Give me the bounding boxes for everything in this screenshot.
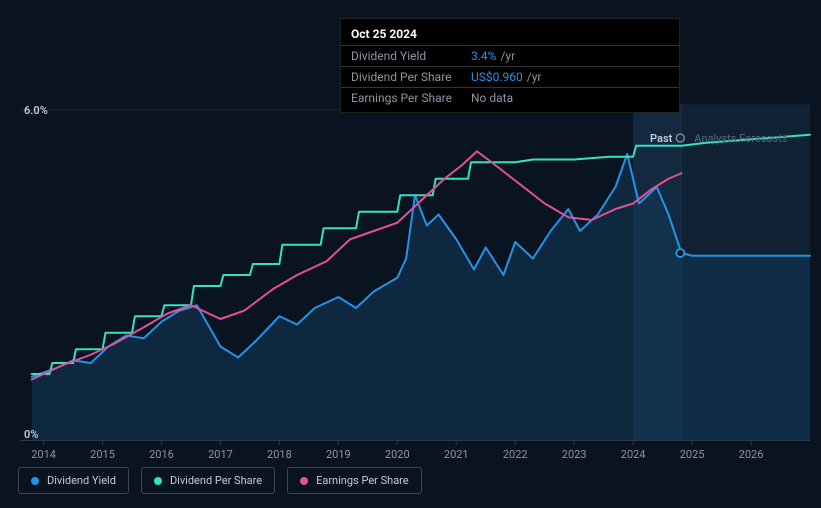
svg-text:Analysts Forecasts: Analysts Forecasts bbox=[694, 132, 788, 145]
legend-label: Earnings Per Share bbox=[316, 474, 409, 487]
svg-text:2023: 2023 bbox=[562, 448, 587, 461]
tooltip-value: US$0.960 bbox=[471, 70, 523, 84]
legend-swatch bbox=[31, 477, 39, 485]
chart-tooltip: Oct 25 2024 Dividend Yield3.4%/yrDividen… bbox=[340, 18, 680, 113]
svg-text:2019: 2019 bbox=[326, 448, 351, 461]
legend-swatch bbox=[300, 477, 308, 485]
svg-text:2021: 2021 bbox=[444, 448, 469, 461]
tooltip-row: Earnings Per ShareNo data bbox=[341, 87, 679, 108]
svg-text:2017: 2017 bbox=[208, 448, 233, 461]
tooltip-row: Dividend Per ShareUS$0.960/yr bbox=[341, 66, 679, 87]
tooltip-value: 3.4% bbox=[471, 49, 496, 63]
svg-text:0%: 0% bbox=[24, 428, 38, 441]
legend-swatch bbox=[154, 477, 162, 485]
svg-text:2022: 2022 bbox=[503, 448, 528, 461]
svg-text:2024: 2024 bbox=[621, 448, 646, 461]
legend-item-dps[interactable]: Dividend Per Share bbox=[141, 467, 275, 494]
svg-text:2026: 2026 bbox=[739, 448, 764, 461]
tooltip-label: Dividend Per Share bbox=[351, 70, 471, 84]
tooltip-date: Oct 25 2024 bbox=[341, 23, 679, 45]
legend-label: Dividend Per Share bbox=[170, 474, 262, 487]
tooltip-label: Dividend Yield bbox=[351, 49, 471, 63]
svg-text:2018: 2018 bbox=[267, 448, 292, 461]
svg-text:2025: 2025 bbox=[680, 448, 705, 461]
legend-item-yield[interactable]: Dividend Yield bbox=[18, 467, 129, 494]
svg-text:2015: 2015 bbox=[90, 448, 115, 461]
dividend-chart: Past Analysts Forecasts 0% 6.0% 2014 2015 201… bbox=[0, 0, 821, 508]
tooltip-unit: /yr bbox=[527, 70, 542, 84]
legend-item-eps[interactable]: Earnings Per Share bbox=[287, 467, 422, 494]
tooltip-label: Earnings Per Share bbox=[351, 91, 471, 105]
tooltip-unit: /yr bbox=[500, 49, 515, 63]
svg-text:2020: 2020 bbox=[385, 448, 410, 461]
svg-text:Past: Past bbox=[650, 132, 673, 145]
chart-legend: Dividend Yield Dividend Per Share Earnings… bbox=[18, 467, 422, 494]
svg-text:2014: 2014 bbox=[31, 448, 56, 461]
svg-text:2016: 2016 bbox=[149, 448, 174, 461]
legend-label: Dividend Yield bbox=[47, 474, 116, 487]
tooltip-row: Dividend Yield3.4% /yr bbox=[341, 45, 679, 66]
svg-text:6.0%: 6.0% bbox=[24, 104, 48, 117]
tooltip-value: No data bbox=[471, 91, 513, 105]
